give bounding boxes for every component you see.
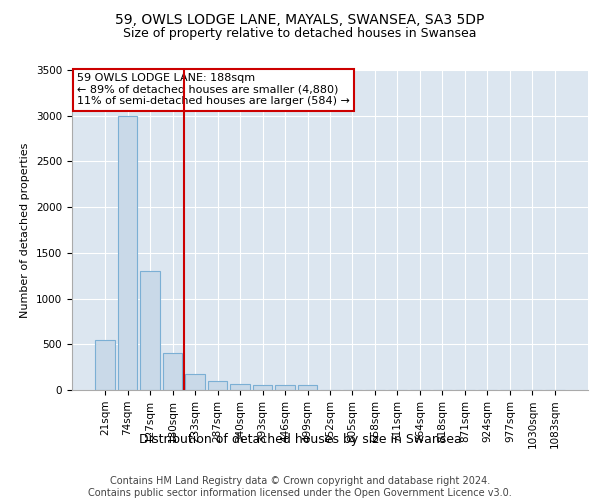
Bar [208,381,227,390]
Bar [95,340,115,390]
Bar [163,354,182,390]
Text: Size of property relative to detached houses in Swansea: Size of property relative to detached ho… [123,28,477,40]
Bar [230,384,250,390]
Text: Distribution of detached houses by size in Swansea: Distribution of detached houses by size … [139,432,461,446]
Bar [140,271,160,390]
Y-axis label: Number of detached properties: Number of detached properties [20,142,31,318]
Bar [275,385,295,390]
Bar [298,386,317,390]
Bar [118,116,137,390]
Text: 59, OWLS LODGE LANE, MAYALS, SWANSEA, SA3 5DP: 59, OWLS LODGE LANE, MAYALS, SWANSEA, SA… [115,12,485,26]
Bar [253,385,272,390]
Text: 59 OWLS LODGE LANE: 188sqm
← 89% of detached houses are smaller (4,880)
11% of s: 59 OWLS LODGE LANE: 188sqm ← 89% of deta… [77,73,350,106]
Bar [185,374,205,390]
Text: Contains HM Land Registry data © Crown copyright and database right 2024.
Contai: Contains HM Land Registry data © Crown c… [88,476,512,498]
